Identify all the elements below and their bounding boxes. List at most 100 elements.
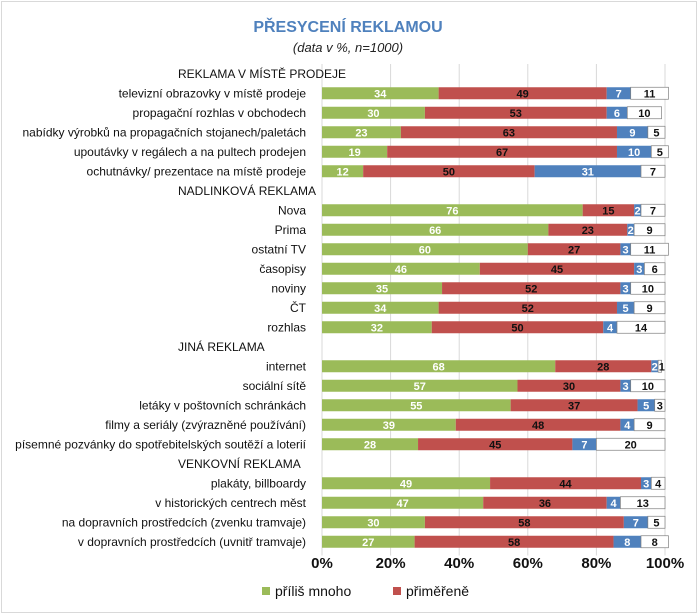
data-label: 19 — [348, 147, 360, 159]
data-label: 14 — [635, 322, 648, 334]
data-label: 57 — [414, 381, 426, 393]
data-label: 11 — [644, 88, 656, 100]
bar-segment — [640, 164, 666, 178]
data-label: 8 — [624, 537, 630, 549]
data-label: 27 — [568, 244, 580, 256]
bar-segment — [623, 516, 648, 529]
data-label: 53 — [510, 108, 522, 120]
chart-subtitle: (data v %, n=1000) — [293, 40, 403, 55]
category-labels: REKLAMA V MÍSTĚ PRODEJE televizní obrazov… — [15, 66, 346, 549]
category-label: nabídky výrobků na propagačních stojanec… — [22, 125, 306, 139]
data-label: 4 — [607, 322, 614, 334]
bar-segment — [322, 87, 439, 100]
data-label: 23 — [355, 127, 367, 139]
bar-segment — [606, 106, 628, 119]
data-label: 5 — [653, 517, 659, 529]
data-label: 9 — [629, 127, 635, 139]
category-label: upoutávky v regálech a na pultech prodej… — [74, 145, 306, 159]
bar-segment — [630, 242, 669, 256]
bar-segment — [387, 145, 617, 158]
data-label: 44 — [559, 478, 572, 490]
data-label: 49 — [400, 478, 412, 490]
category-label: ostatní TV — [252, 242, 306, 256]
data-label: 63 — [503, 127, 515, 139]
bar-segment — [620, 379, 631, 392]
category-label: Prima — [275, 223, 307, 237]
data-label: 46 — [395, 264, 407, 276]
bar-segment — [322, 106, 425, 119]
category-label: plakáty, billboardy — [211, 476, 306, 490]
category-label: filmy a seriály (zvýrazněné používání) — [105, 418, 306, 432]
bar-segment — [606, 87, 631, 100]
bar-segment — [322, 516, 425, 529]
data-label: 12 — [336, 166, 348, 178]
category-label: Nova — [278, 203, 306, 217]
data-label: 50 — [443, 166, 455, 178]
data-label: 3 — [622, 283, 628, 295]
bar-segment — [620, 243, 631, 256]
bar-segment — [322, 477, 491, 490]
bar-segment — [657, 359, 662, 373]
data-label: 28 — [597, 361, 609, 373]
data-label: 7 — [650, 166, 656, 178]
bar-segment — [363, 165, 535, 178]
data-label: 37 — [568, 400, 580, 412]
data-label: 10 — [642, 381, 654, 393]
bar-segment — [647, 125, 666, 139]
x-tick-label: 40% — [444, 555, 474, 572]
data-label: 35 — [376, 283, 388, 295]
bar-segment — [322, 360, 556, 373]
category-label: v historických centrech měst — [155, 496, 306, 510]
data-label: 3 — [636, 264, 642, 276]
data-label: 27 — [362, 537, 374, 549]
bar-segment — [630, 379, 666, 393]
bar-segment — [322, 223, 549, 236]
legend-swatch-primerene — [393, 587, 401, 595]
bar-segment — [479, 262, 635, 275]
data-label: 10 — [642, 283, 654, 295]
data-label: 2 — [634, 205, 640, 217]
bar-segment — [616, 301, 635, 314]
bar-segment — [322, 262, 480, 275]
bar-segment — [455, 418, 621, 431]
data-label: 50 — [511, 322, 523, 334]
data-label: 4 — [610, 498, 617, 510]
bar-segment — [534, 165, 641, 178]
chart-title: PŘESYCENÍ REKLAMOU — [253, 17, 442, 36]
x-tick-label: 20% — [376, 555, 406, 572]
data-label: 2 — [628, 225, 634, 237]
bar-segment — [620, 418, 635, 431]
bar-segment — [647, 515, 666, 529]
bar-segment — [633, 418, 666, 432]
category-label: rozhlas — [267, 320, 306, 334]
category-label: na dopravních prostředcích (zvenku tramv… — [62, 515, 306, 529]
data-label: 34 — [374, 88, 387, 100]
category-label: časopisy — [259, 262, 306, 276]
data-label: 30 — [367, 108, 379, 120]
bar-segment — [627, 223, 635, 236]
bar-segment — [438, 301, 617, 314]
data-label: 6 — [652, 264, 658, 276]
category-label: letáky v poštovních schránkách — [139, 398, 306, 412]
data-label: 66 — [429, 225, 441, 237]
bar-segment — [650, 476, 666, 490]
data-label: 3 — [622, 244, 628, 256]
bar-segment — [322, 399, 511, 412]
data-label: 49 — [517, 88, 529, 100]
data-label: 52 — [522, 303, 534, 315]
bar-segment — [322, 204, 583, 217]
data-label: 58 — [508, 537, 520, 549]
bar-segment — [322, 438, 419, 451]
bar-segment — [322, 418, 456, 431]
legend-label-primerene: přiměřeně — [406, 583, 469, 599]
data-label: 23 — [582, 225, 594, 237]
bar-segment — [596, 437, 666, 451]
data-label: 58 — [518, 517, 530, 529]
data-label: 3 — [622, 381, 628, 393]
bar-segment — [626, 106, 662, 120]
bar-segment — [650, 145, 669, 159]
bar-segment — [322, 301, 439, 314]
legend-label-prilis-mnoho: příliš mnoho — [275, 583, 351, 599]
data-label: 9 — [647, 303, 653, 315]
data-label: 5 — [643, 400, 649, 412]
